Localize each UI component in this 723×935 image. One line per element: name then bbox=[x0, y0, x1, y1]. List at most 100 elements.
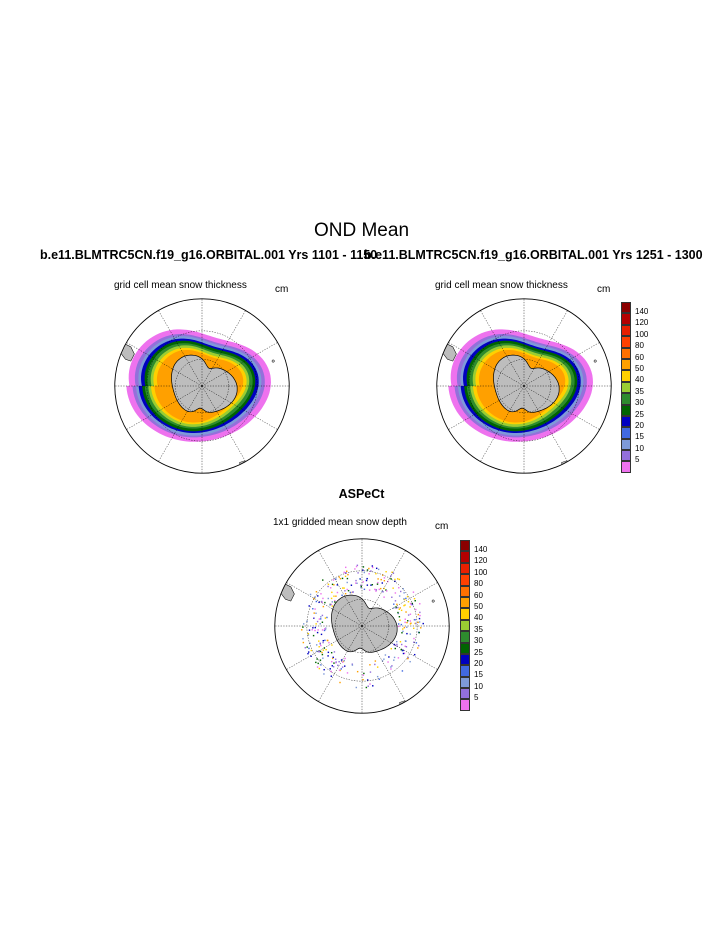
left-case-title: b.e11.BLMTRC5CN.f19_g16.ORBITAL.001 Yrs … bbox=[40, 248, 378, 262]
right-panel-label: grid cell mean snow thickness bbox=[435, 280, 568, 291]
obs-point bbox=[404, 645, 406, 648]
obs-point bbox=[334, 658, 337, 660]
obs-point bbox=[407, 657, 409, 660]
obs-point bbox=[391, 571, 393, 573]
obs-point bbox=[341, 661, 344, 663]
meridian-line bbox=[318, 550, 363, 627]
obs-point bbox=[384, 654, 387, 656]
colorbar-tick-label: 35 bbox=[635, 386, 644, 396]
colorbar-tick-label: 20 bbox=[474, 658, 483, 668]
obs-point bbox=[341, 587, 344, 589]
obs-point bbox=[356, 582, 358, 584]
obs-point bbox=[366, 577, 368, 580]
obs-point bbox=[338, 576, 341, 578]
colorbar-tick-label: 60 bbox=[474, 590, 483, 600]
obs-point bbox=[349, 591, 352, 594]
obs-point bbox=[367, 685, 369, 687]
obs-point bbox=[333, 584, 335, 586]
colorbar-swatch bbox=[460, 688, 470, 700]
obs-point bbox=[317, 629, 319, 631]
colorbar-tick-label: 15 bbox=[474, 670, 483, 680]
obs-point bbox=[317, 662, 319, 665]
obs-point bbox=[357, 572, 359, 574]
obs-point bbox=[332, 666, 335, 668]
island-land bbox=[271, 359, 275, 363]
obs-point bbox=[399, 607, 401, 609]
obs-point bbox=[386, 590, 388, 592]
obs-point bbox=[394, 647, 396, 650]
obs-point bbox=[346, 577, 349, 580]
meridian-line bbox=[201, 310, 246, 387]
obs-point bbox=[342, 660, 345, 663]
obs-point bbox=[414, 622, 416, 625]
obs-point bbox=[317, 595, 319, 597]
colorbar-swatch bbox=[460, 665, 470, 677]
obs-point bbox=[380, 578, 382, 581]
obs-point bbox=[322, 649, 325, 651]
obs-point bbox=[414, 600, 416, 602]
obs-point bbox=[341, 594, 343, 597]
obs-point bbox=[306, 620, 308, 622]
obs-point bbox=[351, 663, 354, 665]
obs-point bbox=[409, 633, 412, 635]
obs-point bbox=[417, 613, 420, 616]
obs-point bbox=[363, 571, 366, 574]
obs-point bbox=[388, 656, 390, 658]
obs-point bbox=[339, 681, 341, 684]
obs-point bbox=[316, 620, 319, 623]
obs-point bbox=[413, 597, 416, 600]
obs-point bbox=[411, 603, 414, 606]
colorbar-swatch bbox=[460, 596, 470, 609]
obs-point bbox=[326, 639, 329, 642]
obs-point bbox=[404, 640, 407, 642]
obs-point bbox=[405, 611, 407, 613]
obs-point bbox=[307, 652, 309, 655]
map-border bbox=[274, 538, 450, 714]
obs-point bbox=[420, 627, 422, 629]
colorbar-swatch bbox=[621, 404, 631, 416]
colorbar-tick-label: 140 bbox=[474, 545, 488, 554]
obs-point bbox=[377, 568, 380, 571]
obs-point bbox=[308, 647, 310, 650]
obs-point bbox=[392, 587, 394, 589]
colorbar-swatch bbox=[460, 676, 470, 689]
obs-point bbox=[313, 617, 315, 619]
obs-point bbox=[334, 599, 336, 602]
right-panel-unit: cm bbox=[597, 284, 611, 295]
obs-point bbox=[343, 587, 345, 589]
obs-point bbox=[347, 589, 350, 592]
obs-point bbox=[336, 591, 339, 594]
obs-point bbox=[382, 591, 384, 593]
obs-point bbox=[331, 644, 333, 646]
obs-point bbox=[318, 640, 320, 642]
obs-point bbox=[368, 567, 370, 570]
obs-point bbox=[394, 600, 397, 602]
colorbar-tick-label: 140 bbox=[635, 307, 649, 316]
obs-point bbox=[324, 639, 326, 642]
obs-point bbox=[343, 571, 345, 574]
obs-point bbox=[307, 634, 310, 636]
obs-point bbox=[322, 605, 325, 608]
obs-point bbox=[360, 586, 362, 589]
obs-point bbox=[376, 666, 379, 668]
obs-point bbox=[323, 628, 326, 630]
obs-point bbox=[351, 591, 354, 593]
obs-point bbox=[415, 622, 417, 625]
meridian-line bbox=[361, 550, 406, 627]
obs-point bbox=[377, 581, 379, 584]
obs-point bbox=[321, 621, 324, 623]
obs-point bbox=[369, 664, 371, 666]
obs-point bbox=[381, 582, 384, 584]
obs-point bbox=[404, 621, 406, 624]
obs-point bbox=[403, 592, 405, 594]
obs-point bbox=[319, 664, 322, 666]
obs-point bbox=[319, 650, 322, 653]
obs-point bbox=[376, 583, 379, 585]
obs-point bbox=[405, 597, 407, 600]
obs-point bbox=[379, 587, 382, 590]
obs-point bbox=[390, 578, 392, 580]
obs-point bbox=[417, 644, 420, 647]
obs-point bbox=[375, 567, 378, 570]
obs-point bbox=[400, 643, 403, 646]
obs-point bbox=[327, 655, 329, 657]
